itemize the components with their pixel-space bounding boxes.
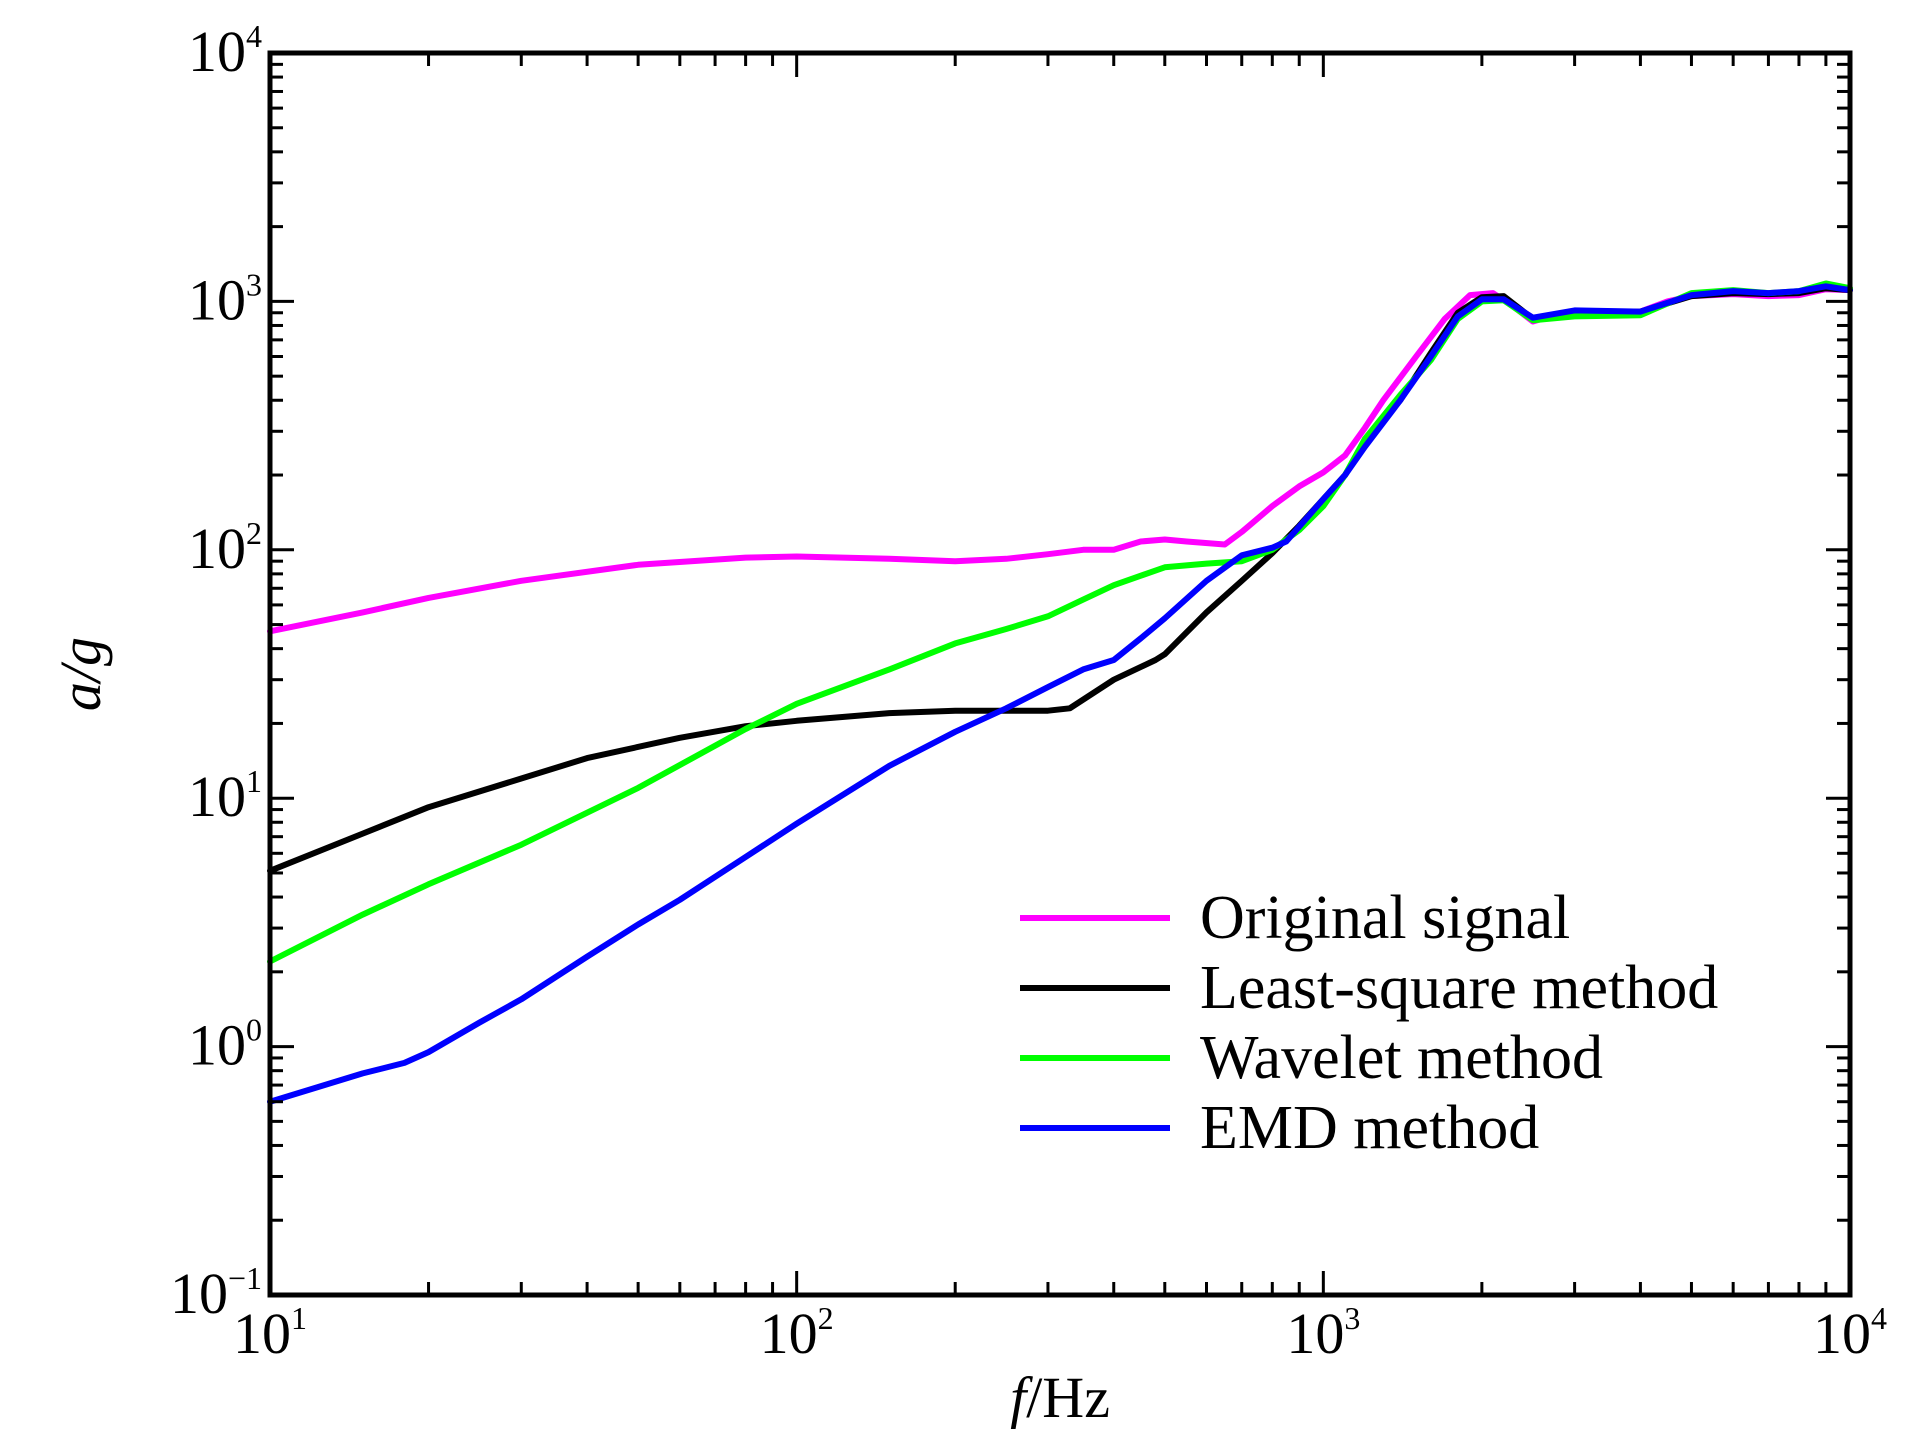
y-tick-label-2: 100 <box>188 1012 262 1078</box>
x-tick-label-4: 104 <box>1813 1300 1887 1366</box>
y-tick-label-5: 103 <box>188 266 262 332</box>
y-tick-label-1: 10−1 <box>170 1260 262 1326</box>
x-axis-label: f/Hz <box>1010 1365 1110 1429</box>
x-tick-labels: 101 102 103 104 <box>233 1300 1887 1366</box>
plot-frame <box>267 50 1853 1298</box>
legend-label-1: Original signal <box>1200 884 1570 952</box>
y-tick-labels: 10−1 100 101 102 103 104 <box>170 18 262 1326</box>
y-tick-label-3: 101 <box>188 763 262 829</box>
series-line-4 <box>267 283 1853 1105</box>
x-axis-label-unit: /Hz <box>1026 1365 1110 1429</box>
legend-label-2: Least-square method <box>1200 954 1718 1022</box>
y-axis-label: a/g <box>48 637 113 711</box>
legend-label-4: EMD method <box>1200 1094 1539 1162</box>
legend-label-3: Wavelet method <box>1200 1024 1603 1092</box>
x-tick-label-2: 102 <box>760 1300 834 1366</box>
y-tick-label-6: 104 <box>188 18 262 84</box>
y-tick-label-4: 102 <box>188 515 262 581</box>
x-tick-label-1: 101 <box>233 1300 307 1366</box>
series-layer <box>267 280 1853 1105</box>
x-tick-label-3: 103 <box>1286 1300 1360 1366</box>
